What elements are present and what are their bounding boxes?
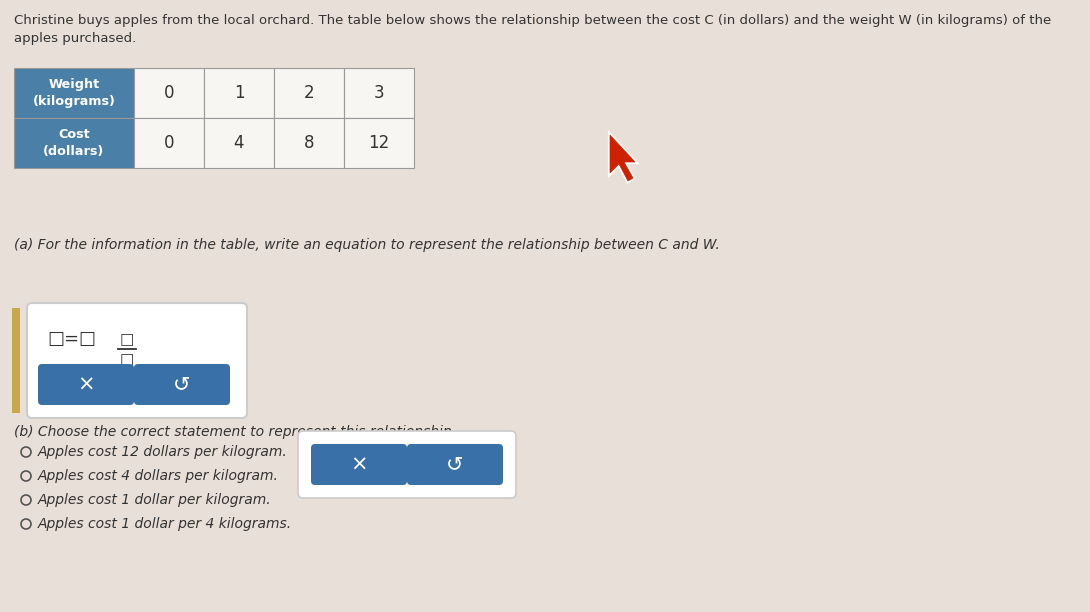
Bar [274,118,344,168]
Text: (a) For the information in the table, write an equation to represent the relatio: (a) For the information in the table, wr… [14,238,719,252]
Text: ×: × [350,455,367,474]
Polygon shape [610,135,635,181]
FancyBboxPatch shape [407,444,502,485]
Bar [14,68,134,118]
Bar [344,68,414,118]
FancyBboxPatch shape [27,303,247,418]
Bar [204,68,274,118]
FancyBboxPatch shape [298,431,516,498]
Bar [274,68,344,118]
Text: Apples cost 12 dollars per kilogram.: Apples cost 12 dollars per kilogram. [38,445,288,459]
Text: ×: × [77,375,95,395]
Bar [344,118,414,168]
Text: 3: 3 [374,84,385,102]
Text: □: □ [120,332,134,347]
Text: Apples cost 1 dollar per 4 kilograms.: Apples cost 1 dollar per 4 kilograms. [38,517,292,531]
FancyBboxPatch shape [311,444,407,485]
Bar [14,118,134,168]
Text: apples purchased.: apples purchased. [14,32,136,45]
Text: ↺: ↺ [446,455,463,474]
Polygon shape [610,135,635,181]
FancyBboxPatch shape [38,364,134,405]
Bar [12,308,20,413]
Text: Cost
(dollars): Cost (dollars) [44,128,105,158]
Bar [134,68,204,118]
Text: 0: 0 [164,134,174,152]
Text: □: □ [120,352,134,367]
Text: 4: 4 [233,134,244,152]
Text: Apples cost 4 dollars per kilogram.: Apples cost 4 dollars per kilogram. [38,469,279,483]
Text: Apples cost 1 dollar per kilogram.: Apples cost 1 dollar per kilogram. [38,493,271,507]
Text: 8: 8 [304,134,314,152]
FancyBboxPatch shape [134,364,230,405]
Text: ↺: ↺ [173,375,191,395]
Text: 0: 0 [164,84,174,102]
Text: (b) Choose the correct statement to represent this relationship.: (b) Choose the correct statement to repr… [14,425,456,439]
Text: 2: 2 [304,84,314,102]
Text: 12: 12 [368,134,389,152]
Bar [204,118,274,168]
Text: □=□: □=□ [47,330,96,348]
Bar [134,118,204,168]
Text: 1: 1 [233,84,244,102]
Text: Weight
(kilograms): Weight (kilograms) [33,78,116,108]
Text: Christine buys apples from the local orchard. The table below shows the relation: Christine buys apples from the local orc… [14,14,1051,27]
